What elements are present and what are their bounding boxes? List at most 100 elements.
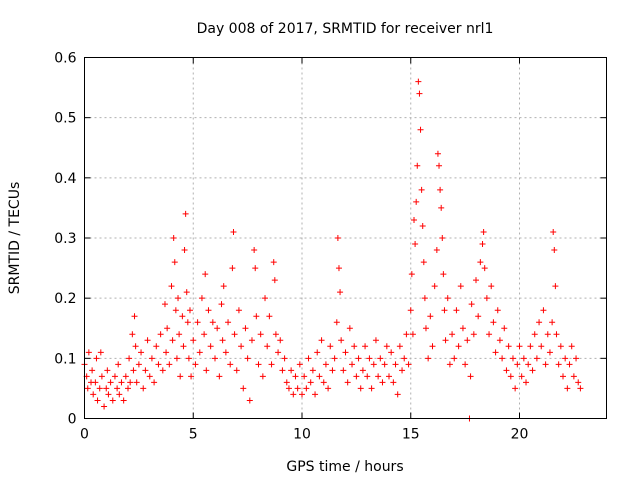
data-point [525,361,532,368]
data-point [470,331,477,338]
data-point [533,355,540,362]
data-point [281,355,288,362]
data-point [340,367,347,374]
data-point [473,277,479,284]
data-point [388,349,395,356]
data-point [557,343,564,350]
data-point [386,373,392,380]
data-point [104,367,111,374]
data-point [196,349,203,356]
data-point [169,337,176,344]
data-point [462,361,469,368]
data-point [441,307,448,314]
x-tick-label: 10 [293,427,311,443]
data-point [560,373,566,380]
data-point [168,283,175,290]
y-axis-label: SRMTID / TECUs [7,182,23,295]
data-point [405,361,412,368]
data-point [240,385,247,392]
data-point [494,307,501,314]
data-point [438,204,445,211]
data-point [244,355,251,362]
data-point [320,379,327,386]
data-point [568,343,575,350]
data-point [230,228,237,235]
data-point [205,307,212,314]
data-point [439,235,446,241]
data-point [346,325,353,332]
data-point [299,391,305,398]
data-point [499,355,506,362]
data-point [264,343,271,350]
data-point [120,397,127,404]
data-point [433,247,440,254]
data-point [490,319,497,326]
data-point [446,361,453,368]
data-point [90,391,97,398]
data-point [118,379,125,386]
data-point [253,313,260,320]
data-point [334,235,341,241]
data-point [301,373,308,380]
data-point [170,235,177,241]
data-point [194,319,201,326]
data-point [188,373,195,380]
data-point [550,228,557,235]
data-point [126,355,133,362]
y-tick-label: 0.3 [54,231,76,247]
data-point [418,186,425,193]
data-point [359,367,366,374]
data-point [318,337,325,344]
data-point [421,295,428,302]
data-point [377,355,384,362]
data-point [231,331,238,338]
axis-ticks: 0 0.1 0.2 0.3 0.4 0.5 0.6 0 5 10 15 20 [54,51,607,443]
data-point [214,325,221,332]
data-point [375,373,382,380]
data-point [92,379,99,386]
data-point [501,325,508,332]
data-point [109,397,116,404]
x-tick-label: 5 [189,427,198,443]
data-point [246,397,253,404]
data-point [411,216,418,223]
data-point [409,331,416,338]
data-point [351,343,358,350]
data-point [151,379,158,386]
data-point [212,355,218,362]
data-point [85,349,92,356]
data-point [157,331,164,338]
data-point [275,349,282,356]
data-point [129,331,136,338]
data-point [401,355,408,362]
data-point [399,367,406,374]
data-point [202,271,209,278]
data-point [327,343,334,350]
data-point [431,283,438,290]
data-point [514,361,521,368]
data-point [94,397,101,404]
data-point [185,355,192,362]
data-point [546,349,553,356]
data-point [425,355,432,362]
data-point [427,313,434,320]
data-point [233,367,240,374]
data-point [96,385,103,392]
data-point [172,307,179,314]
data-point [394,391,401,398]
data-point [422,325,429,332]
data-point [512,385,519,392]
data-point [518,373,525,380]
data-point [413,198,420,205]
data-point [105,391,112,398]
data-point [434,150,441,157]
data-point [159,367,166,374]
data-point [555,361,562,368]
data-point [383,343,390,350]
data-point [176,331,183,338]
data-point [542,361,549,368]
data-point [146,373,153,380]
data-point [366,355,373,362]
data-point [342,349,349,356]
